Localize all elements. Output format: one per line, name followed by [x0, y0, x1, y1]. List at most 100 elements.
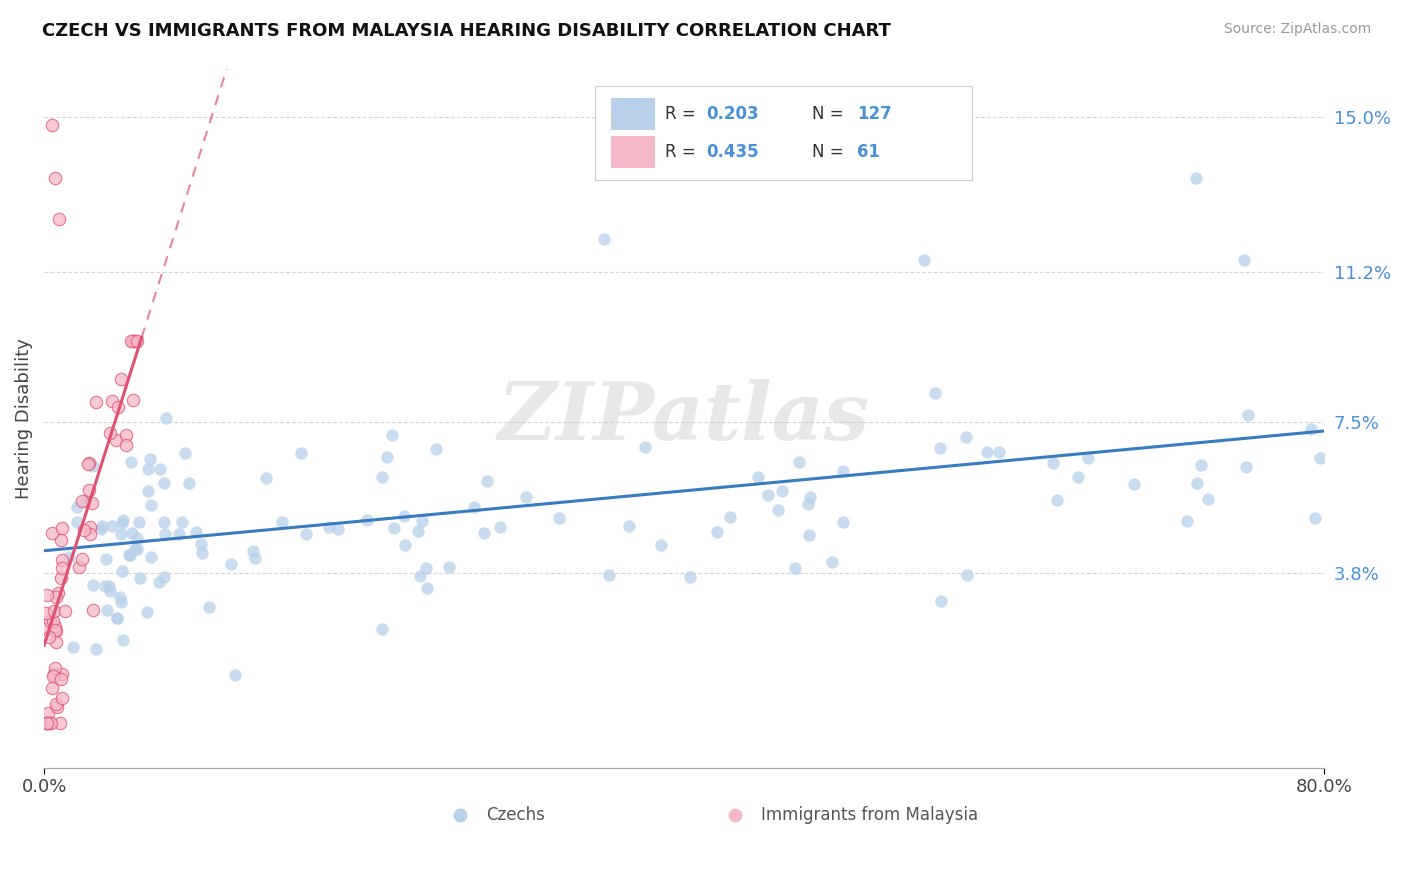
Point [48, 585, 70, 599]
Point [370, 622, 392, 636]
Point [124, 542, 146, 557]
Point [136, 484, 159, 499]
Text: R =: R = [665, 105, 702, 123]
Text: N =: N = [813, 143, 849, 161]
Point [271, 516, 294, 530]
Point [122, 334, 145, 348]
Point [121, 392, 143, 407]
Point [177, 475, 200, 490]
FancyBboxPatch shape [595, 86, 972, 180]
Point [747, 469, 769, 483]
Point [408, 524, 430, 539]
Point [70, 552, 93, 566]
Point [110, 527, 132, 541]
Point [411, 514, 433, 528]
Point [110, 564, 132, 578]
Y-axis label: Hearing Disability: Hearing Disability [15, 338, 32, 499]
Point [912, 252, 935, 267]
Point [1233, 252, 1256, 267]
Point [37, 716, 59, 731]
Point [598, 568, 620, 582]
Point [44, 661, 66, 675]
Point [114, 427, 136, 442]
Point [110, 595, 132, 609]
Point [122, 334, 145, 348]
Point [173, 445, 195, 459]
Point [976, 445, 998, 459]
Point [955, 430, 977, 444]
Point [53, 604, 76, 618]
Point [62, 640, 84, 654]
Point [35, 716, 58, 731]
Point [139, 452, 162, 467]
Point [1187, 476, 1209, 491]
Point [409, 569, 432, 583]
Point [219, 557, 242, 571]
Point [108, 591, 131, 605]
Point [84, 641, 107, 656]
Point [634, 440, 657, 454]
Point [929, 441, 952, 455]
Point [112, 513, 135, 527]
Point [41, 681, 63, 695]
Point [120, 455, 142, 469]
Text: CZECH VS IMMIGRANTS FROM MALAYSIA HEARING DISABILITY CORRELATION CHART: CZECH VS IMMIGRANTS FROM MALAYSIA HEARIN… [42, 22, 891, 40]
Point [51, 521, 73, 535]
Text: 127: 127 [856, 105, 891, 123]
Point [98, 583, 121, 598]
Point [90, 522, 112, 536]
FancyBboxPatch shape [612, 136, 655, 168]
Text: Source: ZipAtlas.com: Source: ZipAtlas.com [1223, 22, 1371, 37]
Point [153, 476, 176, 491]
Text: R =: R = [665, 143, 702, 161]
Point [931, 593, 953, 607]
FancyBboxPatch shape [612, 98, 655, 130]
Point [956, 568, 979, 582]
Point [191, 546, 214, 560]
Point [48, 211, 70, 226]
Text: 0.203: 0.203 [706, 105, 758, 123]
Point [35, 622, 58, 636]
Point [415, 561, 437, 575]
Point [77, 456, 100, 470]
Point [1189, 458, 1212, 472]
Point [617, 519, 640, 533]
Point [1123, 476, 1146, 491]
Point [49, 533, 72, 547]
Point [415, 582, 437, 596]
Point [110, 372, 132, 386]
Point [84, 395, 107, 409]
Point [35, 606, 58, 620]
Point [51, 666, 73, 681]
Point [650, 537, 672, 551]
Point [832, 516, 855, 530]
Point [82, 578, 104, 592]
Point [356, 513, 378, 527]
Point [66, 515, 89, 529]
Point [44, 618, 66, 632]
Point [136, 606, 159, 620]
Point [101, 393, 124, 408]
Point [45, 635, 67, 649]
Point [477, 475, 499, 489]
Point [49, 716, 72, 731]
Point [51, 553, 73, 567]
Text: 0.435: 0.435 [706, 143, 758, 161]
Point [91, 519, 114, 533]
Point [290, 446, 312, 460]
Point [82, 603, 104, 617]
Point [98, 579, 121, 593]
Point [254, 471, 277, 485]
Point [987, 444, 1010, 458]
Point [49, 571, 72, 585]
Point [75, 492, 97, 507]
Point [149, 462, 172, 476]
Point [138, 462, 160, 476]
Point [924, 386, 946, 401]
Point [105, 610, 128, 624]
Point [128, 571, 150, 585]
Point [756, 488, 779, 502]
Point [49, 673, 72, 687]
Point [104, 433, 127, 447]
Point [679, 570, 702, 584]
